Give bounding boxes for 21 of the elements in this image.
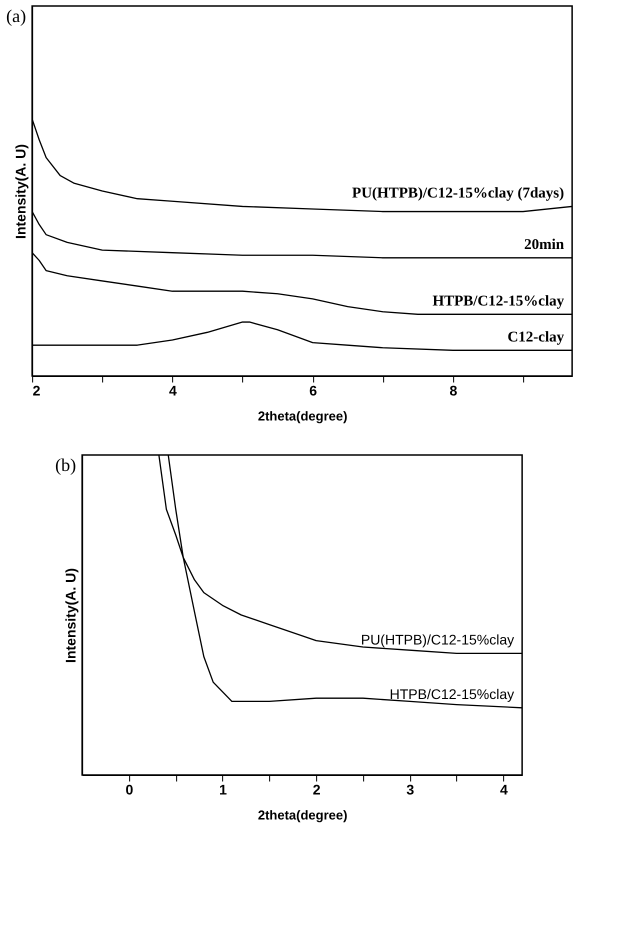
series-label: C12-clay bbox=[507, 329, 565, 346]
x-tick-label: 0 bbox=[126, 782, 134, 798]
x-axis-title: 2theta(degree) bbox=[258, 408, 348, 424]
x-tick-label: 8 bbox=[450, 382, 458, 398]
x-tick-label: 4 bbox=[168, 382, 177, 398]
chart-title: (a) bbox=[6, 6, 26, 26]
series-label: HTPB/C12-15%clay bbox=[390, 686, 514, 702]
series-label: HTPB/C12-15%clay bbox=[432, 293, 565, 310]
series-label: PU(HTPB)/C12-15%clay bbox=[360, 631, 514, 648]
x-tick-label: 2 bbox=[32, 382, 41, 398]
x-tick-label: 3 bbox=[406, 782, 414, 798]
y-axis-title: Intensity(A. U) bbox=[12, 144, 29, 239]
x-tick-label: 4 bbox=[500, 782, 508, 798]
x-axis-title: 2theta(degree) bbox=[258, 808, 348, 822]
x-tick-label: 1 bbox=[219, 782, 228, 798]
y-axis-title: Intensity(A. U) bbox=[62, 568, 79, 663]
series-label: PU(HTPB)/C12-15%clay (7days) bbox=[352, 185, 564, 202]
chart-title: (b) bbox=[55, 455, 76, 475]
x-tick-label: 6 bbox=[309, 382, 318, 398]
series-label: 20min bbox=[524, 236, 565, 253]
x-tick-label: 2 bbox=[312, 782, 321, 798]
